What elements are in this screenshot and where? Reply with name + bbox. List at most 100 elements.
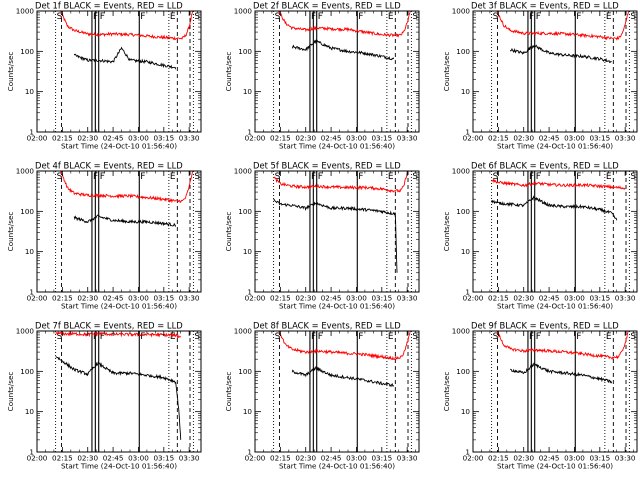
y-tick-label: 1000 — [452, 327, 471, 336]
plot-frame — [472, 330, 638, 453]
x-tick-label: 02:15 — [270, 294, 291, 303]
x-tick-label: 02:45 — [539, 454, 560, 463]
y-axis-label: Counts/sec — [224, 52, 233, 92]
y-axis-label: Counts/sec — [224, 372, 233, 412]
x-tick-label: 02:45 — [539, 294, 560, 303]
series-line-lld — [60, 171, 193, 204]
x-tick-label: 02:15 — [488, 454, 509, 463]
marker-label: F — [140, 172, 145, 182]
marker-label: S — [630, 172, 636, 182]
y-tick-label: 100 — [238, 367, 252, 376]
x-axis-label: Start Time (24-Oct-10 01:56:40) — [61, 142, 177, 151]
x-tick-label: 03:15 — [153, 294, 174, 303]
y-tick-label: 100 — [238, 207, 252, 216]
marker-label: F — [318, 172, 323, 182]
x-tick-label: 02:45 — [103, 294, 124, 303]
marker-label: F — [140, 332, 145, 342]
x-tick-label: 02:30 — [77, 134, 98, 143]
x-tick-label: 02:45 — [103, 134, 124, 143]
marker-label: F — [100, 12, 105, 22]
marker-label: E — [170, 12, 176, 22]
x-tick-label: 02:30 — [295, 134, 316, 143]
x-axis-label: Start Time (24-Oct-10 01:56:40) — [497, 462, 613, 471]
x-tick-label: 03:00 — [346, 454, 367, 463]
series-line-lld — [491, 178, 626, 191]
x-tick-label: 02:45 — [321, 454, 342, 463]
y-tick-label: 100 — [456, 367, 470, 376]
x-tick-label: 02:45 — [321, 134, 342, 143]
marker-label: S — [194, 332, 200, 342]
x-tick-label: 02:00 — [27, 454, 48, 463]
x-tick-label: 02:00 — [463, 294, 484, 303]
marker-label: S — [412, 332, 418, 342]
panel-det-4: Det 4f BLACK = Events, RED = LLDSFFFES11… — [6, 161, 202, 311]
y-tick-label: 10 — [25, 407, 35, 416]
marker-label: F — [536, 332, 541, 342]
marker-label: S — [194, 172, 200, 182]
series-line-lld — [278, 11, 411, 38]
panel-title: Det 9f BLACK = Events, RED = LLD — [471, 321, 619, 331]
x-tick-label: 03:00 — [564, 454, 585, 463]
y-tick-label: 1000 — [16, 327, 35, 336]
x-tick-label: 02:15 — [488, 294, 509, 303]
x-tick-label: 03:30 — [179, 454, 200, 463]
panel-title: Det 5f BLACK = Events, RED = LLD — [253, 161, 401, 171]
y-axis-label: Counts/sec — [442, 212, 451, 252]
series-line-events — [509, 44, 612, 63]
marker-label: S — [57, 332, 63, 342]
x-tick-label: 02:15 — [270, 134, 291, 143]
x-tick-label: 02:15 — [270, 454, 291, 463]
y-tick-label: 1 — [247, 128, 252, 137]
series-line-events — [55, 356, 182, 440]
x-tick-label: 03:30 — [615, 134, 636, 143]
y-tick-label: 1 — [29, 448, 34, 457]
series-line-lld — [278, 331, 411, 361]
marker-label: S — [275, 172, 281, 182]
x-axis-label: Start Time (24-Oct-10 01:56:40) — [279, 462, 395, 471]
x-tick-label: 02:15 — [52, 294, 73, 303]
x-tick-label: 03:15 — [589, 294, 610, 303]
marker-label: E — [606, 332, 612, 342]
y-tick-label: 1 — [465, 128, 470, 137]
panel-title: Det 3f BLACK = Events, RED = LLD — [471, 1, 619, 11]
y-tick-label: 100 — [238, 47, 252, 56]
y-tick-label: 10 — [461, 87, 471, 96]
x-tick-label: 03:30 — [179, 134, 200, 143]
x-axis-label: Start Time (24-Oct-10 01:56:40) — [279, 302, 395, 311]
x-tick-label: 03:00 — [128, 294, 149, 303]
y-axis-label: Counts/sec — [6, 212, 15, 252]
y-tick-label: 10 — [25, 247, 35, 256]
y-tick-label: 1 — [247, 448, 252, 457]
series-line-events — [73, 214, 177, 227]
x-tick-label: 03:15 — [153, 454, 174, 463]
x-tick-label: 02:15 — [52, 134, 73, 143]
x-tick-label: 02:30 — [295, 294, 316, 303]
marker-label: F — [358, 172, 363, 182]
marker-label: E — [170, 172, 176, 182]
y-axis-label: Counts/sec — [6, 52, 15, 92]
x-axis-label: Start Time (24-Oct-10 01:56:40) — [497, 142, 613, 151]
x-tick-label: 03:15 — [153, 134, 174, 143]
plot-frame — [254, 330, 420, 453]
y-tick-label: 100 — [456, 47, 470, 56]
x-tick-label: 02:30 — [77, 294, 98, 303]
y-tick-label: 1000 — [16, 167, 35, 176]
marker-label: F — [358, 332, 363, 342]
y-tick-label: 100 — [456, 207, 470, 216]
y-tick-label: 1000 — [452, 167, 471, 176]
panel-title: Det 1f BLACK = Events, RED = LLD — [35, 1, 183, 11]
x-tick-label: 03:15 — [371, 454, 392, 463]
series-line-events — [509, 362, 613, 384]
y-tick-label: 10 — [243, 407, 253, 416]
x-tick-label: 02:00 — [245, 454, 266, 463]
x-tick-label: 03:30 — [397, 294, 418, 303]
panel-title: Det 7f BLACK = Events, RED = LLD — [35, 321, 183, 331]
plot-frame — [472, 10, 638, 133]
y-tick-label: 1000 — [452, 7, 471, 16]
x-tick-label: 03:00 — [346, 294, 367, 303]
marker-label: S — [57, 12, 63, 22]
series-line-lld — [55, 331, 182, 339]
marker-label: E — [606, 172, 612, 182]
series-line-events — [491, 195, 618, 221]
panel-det-6: Det 6f BLACK = Events, RED = LLDSFFFES11… — [442, 161, 638, 311]
